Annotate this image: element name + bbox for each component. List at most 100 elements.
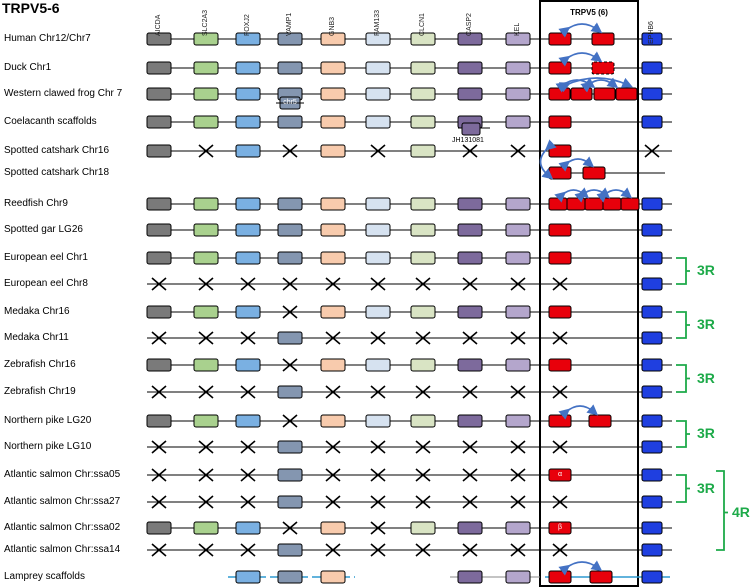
ephb6-gene-box (641, 358, 663, 372)
gene-box-vamp1 (277, 197, 303, 211)
gene-box-gnb3 (320, 223, 346, 237)
gene-box-fam133 (365, 61, 391, 75)
gene-loss-cross (198, 277, 214, 291)
gene-box-foxj2 (235, 61, 261, 75)
duplication-arrow (580, 77, 619, 93)
gene-box-kel (505, 570, 531, 584)
gene-box-casp2 (457, 358, 483, 372)
trpv-gene-box (548, 305, 572, 319)
gene-loss-cross (240, 495, 256, 509)
gene-loss-cross (325, 277, 341, 291)
trpv-gene-box (548, 166, 572, 180)
gene-box-aicda (146, 61, 172, 75)
duplication-arrow (558, 77, 633, 93)
trpv-gene-box (548, 521, 572, 535)
ephb6-gene-box (641, 61, 663, 75)
gene-box-clcn1 (410, 223, 436, 237)
trpv-gene-box (593, 87, 616, 101)
trpv-gene-box (589, 570, 613, 584)
gene-loss-cross (325, 495, 341, 509)
duplication-arrow (574, 187, 611, 203)
duplication-arrow (558, 156, 595, 172)
ephb6-gene-box (641, 251, 663, 265)
gene-box-kel (505, 87, 531, 101)
gene-box-clcn1 (410, 115, 436, 129)
wgd-bracket (676, 420, 690, 448)
gene-box-foxj2 (235, 144, 261, 158)
gene-box-gnb3 (320, 521, 346, 535)
gene-box-aicda (146, 197, 172, 211)
gene-loss-cross (415, 385, 431, 399)
gene-loss-cross (415, 495, 431, 509)
gene-box-aicda (146, 251, 172, 265)
gene-loss-cross (282, 414, 298, 428)
gene-box-slc2a3 (193, 115, 219, 129)
gene-box-vamp1 (277, 543, 303, 557)
gene-loss-cross (151, 495, 167, 509)
gene-loss-cross (240, 277, 256, 291)
trpv-gene-box (548, 197, 568, 211)
trpv-gene-box (620, 197, 640, 211)
gene-loss-cross (510, 440, 526, 454)
gene-box-casp2 (457, 61, 483, 75)
gene-loss-cross (462, 277, 478, 291)
ephb6-gene-box (641, 115, 663, 129)
casp2-scaffold-box (461, 122, 481, 136)
ephb6-gene-box (641, 570, 663, 584)
gene-box-foxj2 (235, 305, 261, 319)
gene-box-foxj2 (235, 32, 261, 46)
trpv-gene-box (582, 166, 606, 180)
synteny-row (147, 331, 672, 345)
gene-box-clcn1 (410, 414, 436, 428)
synteny-row (147, 468, 672, 482)
ephb6-gene-box (641, 440, 663, 454)
gene-box-casp2 (457, 197, 483, 211)
gene-box-foxj2 (235, 87, 261, 101)
gene-box-casp2 (457, 87, 483, 101)
gene-box-fam133 (365, 251, 391, 265)
gene-loss-cross (415, 277, 431, 291)
gene-box-gnb3 (320, 570, 346, 584)
gene-loss-cross (325, 440, 341, 454)
gene-loss-cross (370, 495, 386, 509)
gene-box-slc2a3 (193, 521, 219, 535)
gene-box-kel (505, 32, 531, 46)
gene-loss-cross (370, 144, 386, 158)
duplication-arrow (539, 139, 557, 180)
gene-box-fam133 (365, 87, 391, 101)
gene-loss-cross (198, 144, 214, 158)
gene-box-slc2a3 (193, 414, 219, 428)
gene-loss-cross (240, 385, 256, 399)
ephb6-gene-box (641, 468, 663, 482)
gene-box-fam133 (365, 358, 391, 372)
gene-loss-cross (151, 277, 167, 291)
gene-box-slc2a3 (193, 251, 219, 265)
gene-box-gnb3 (320, 61, 346, 75)
synteny-row (147, 440, 672, 454)
gene-box-aicda (146, 414, 172, 428)
trpv-loss-cross (552, 277, 568, 291)
gene-loss-cross (198, 468, 214, 482)
gene-loss-cross (462, 331, 478, 345)
trpv-gene-box (548, 87, 571, 101)
gene-loss-cross (240, 331, 256, 345)
gene-loss-cross (370, 543, 386, 557)
gene-box-vamp1 (277, 440, 303, 454)
gene-loss-cross (282, 144, 298, 158)
gene-box-aicda (146, 358, 172, 372)
gene-box-aicda (146, 87, 172, 101)
synteny-row (146, 223, 672, 237)
gene-box-clcn1 (410, 32, 436, 46)
gene-loss-cross (462, 385, 478, 399)
gene-loss-cross (282, 277, 298, 291)
ephb6-gene-box (641, 32, 663, 46)
gene-box-slc2a3 (193, 197, 219, 211)
gene-loss-cross (370, 468, 386, 482)
gene-box-vamp1 (277, 32, 303, 46)
gene-box-gnb3 (320, 197, 346, 211)
gene-loss-cross (462, 468, 478, 482)
gene-loss-cross (151, 331, 167, 345)
gene-box-foxj2 (235, 115, 261, 129)
